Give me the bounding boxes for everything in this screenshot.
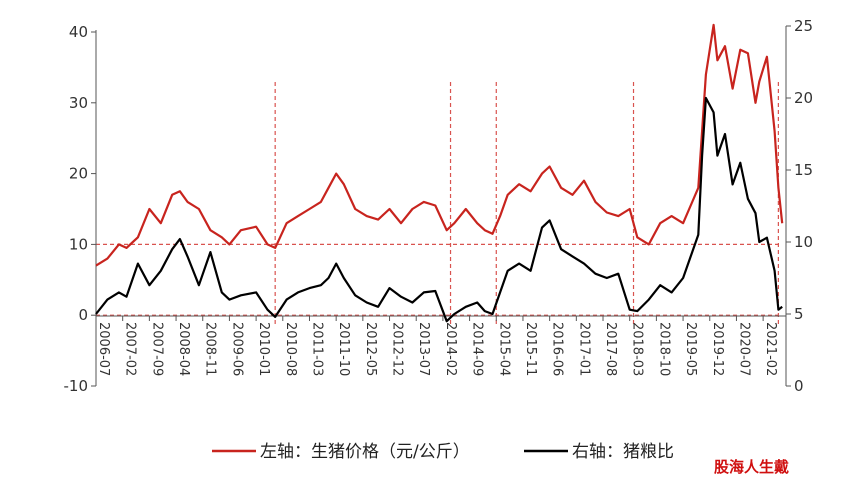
x-tick-label: 2010-08 xyxy=(283,322,298,376)
reference-lines xyxy=(96,82,780,326)
right-tick-label: 0 xyxy=(794,377,804,395)
left-tick-label: 0 xyxy=(78,306,88,324)
x-tick-label: 2013-07 xyxy=(416,322,431,376)
legend: 左轴：生猪价格（元/公斤） 右轴：猪粮比 xyxy=(212,442,674,462)
series-line-hog-price xyxy=(95,23,784,267)
x-tick-label: 2018-10 xyxy=(656,322,671,376)
legend-label-price: 左轴：生猪价格（元/公斤） xyxy=(260,442,470,462)
x-tick-label: 2012-12 xyxy=(390,322,405,376)
x-tick-label: 2011-10 xyxy=(336,322,351,376)
left-tick-label: 30 xyxy=(69,94,88,112)
right-axis-ticks: 0 5 10 15 20 25 xyxy=(786,17,813,395)
x-axis-ticks: 2006-07 2007-02 2007-09 2008-04 2008-11 2009-… xyxy=(95,316,778,376)
x-tick-label: 2020-07 xyxy=(736,322,751,376)
series-line-hog-grain-ratio xyxy=(95,96,783,323)
x-tick-label: 2007-02 xyxy=(123,322,138,376)
x-tick-label: 2009-06 xyxy=(229,322,244,376)
series xyxy=(95,23,784,323)
x-tick-label: 2019-05 xyxy=(683,322,698,376)
x-tick-label: 2006-07 xyxy=(96,322,111,376)
x-tick-label: 2010-01 xyxy=(256,322,271,376)
right-tick-label: 5 xyxy=(794,305,804,323)
watermark: 股海人生戴 xyxy=(714,458,789,476)
x-tick-label: 2021-02 xyxy=(763,322,778,376)
x-tick-label: 2014-09 xyxy=(470,322,485,376)
left-tick-label: 20 xyxy=(69,165,88,183)
legend-label-ratio: 右轴：猪粮比 xyxy=(572,442,674,462)
x-tick-label: 2012-05 xyxy=(363,322,378,376)
left-tick-label: 10 xyxy=(69,235,88,253)
x-tick-label: 2018-03 xyxy=(630,322,645,376)
x-tick-label: 2017-01 xyxy=(576,322,591,376)
x-tick-label: 2019-12 xyxy=(710,322,725,376)
x-tick-label: 2011-03 xyxy=(309,322,324,376)
x-tick-label: 2015-11 xyxy=(523,322,538,376)
x-tick-label: 2014-02 xyxy=(443,322,458,376)
x-tick-label: 2007-09 xyxy=(149,322,164,376)
axes xyxy=(95,26,787,386)
right-tick-label: 20 xyxy=(794,89,813,107)
left-axis-ticks: -10 0 10 20 30 40 xyxy=(64,23,96,395)
x-tick-label: 2015-04 xyxy=(496,322,511,376)
right-tick-label: 25 xyxy=(794,17,813,35)
x-tick-label: 2008-04 xyxy=(176,322,191,376)
left-tick-label: 40 xyxy=(69,23,88,41)
x-tick-label: 2008-11 xyxy=(203,322,218,376)
right-tick-label: 10 xyxy=(794,233,813,251)
x-tick-label: 2017-08 xyxy=(603,322,618,376)
right-tick-label: 15 xyxy=(794,161,813,179)
x-tick-label: 2016-06 xyxy=(550,322,565,376)
left-tick-label: -10 xyxy=(64,377,89,395)
